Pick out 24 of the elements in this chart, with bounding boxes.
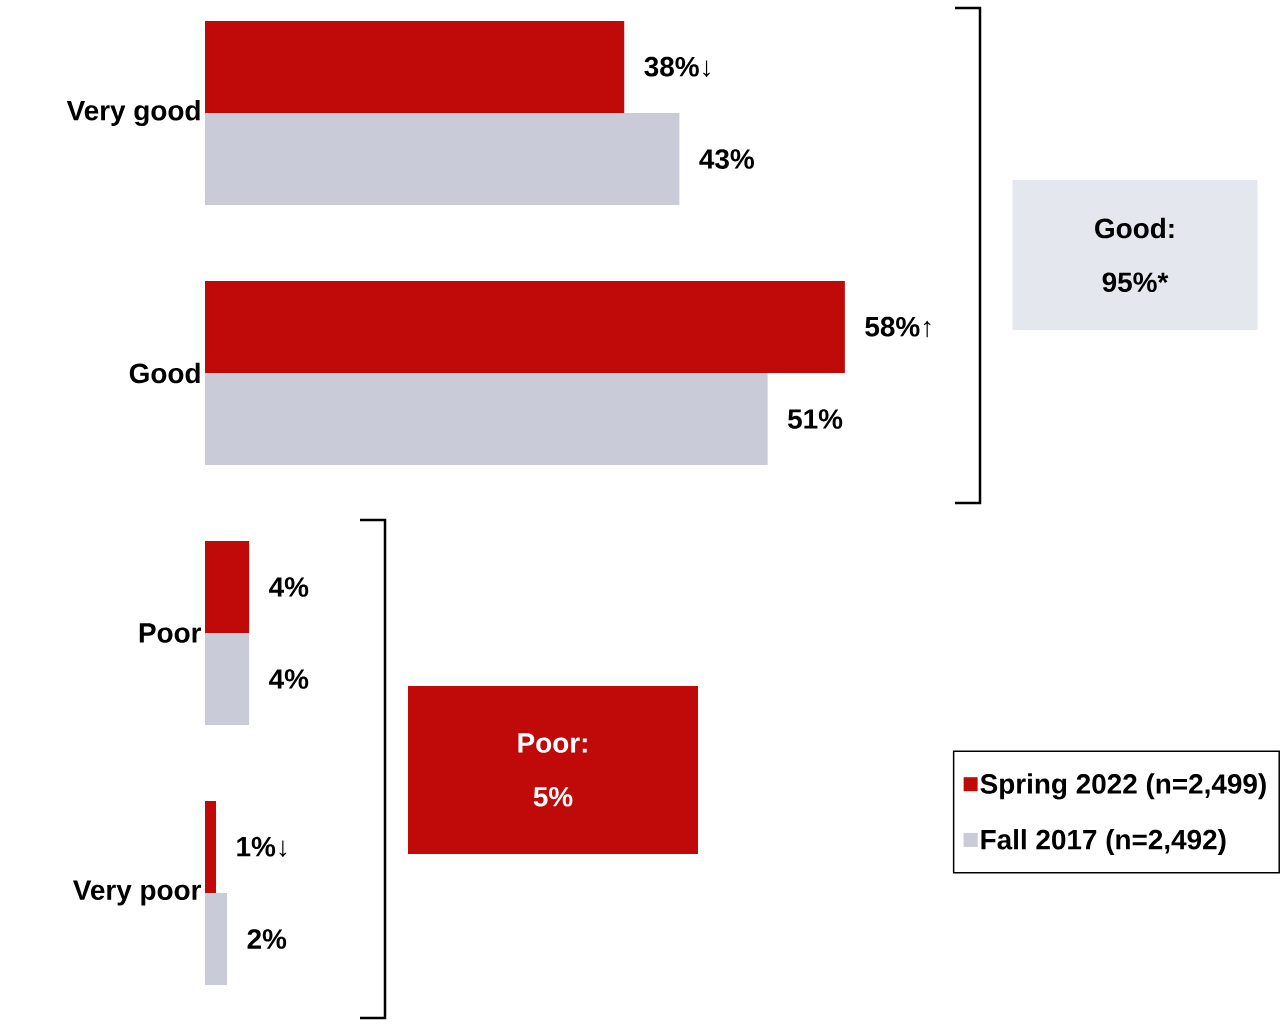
data-label: 43% xyxy=(699,149,754,169)
bar xyxy=(205,372,768,466)
legend-label: Spring 2022 (n=2,499) xyxy=(980,773,1266,800)
bar xyxy=(205,112,680,206)
data-label: 38%↓ xyxy=(644,56,710,78)
bar xyxy=(205,800,217,893)
bar xyxy=(205,633,250,726)
data-label: 51% xyxy=(788,409,843,429)
data-label: 2% xyxy=(247,929,287,949)
data-label: 1%↓ xyxy=(237,836,287,858)
y-tick-label: Poor xyxy=(139,623,202,643)
text: Poor: 5% xyxy=(518,733,587,807)
y-tick-label: Good xyxy=(129,362,200,384)
legend-label: Fall 2017 (n=2,492) xyxy=(981,829,1226,856)
data-label: 4% xyxy=(269,577,309,597)
bar xyxy=(205,540,250,633)
data-label: 58%↑ xyxy=(865,316,931,338)
data-label: 4% xyxy=(269,669,309,689)
bar xyxy=(205,893,228,986)
y-tick-label: Very poor xyxy=(73,880,202,906)
text: Good: 95%* xyxy=(1095,217,1174,293)
bar xyxy=(205,20,625,113)
bar xyxy=(205,280,845,373)
y-tick-label: Very good xyxy=(66,99,200,127)
